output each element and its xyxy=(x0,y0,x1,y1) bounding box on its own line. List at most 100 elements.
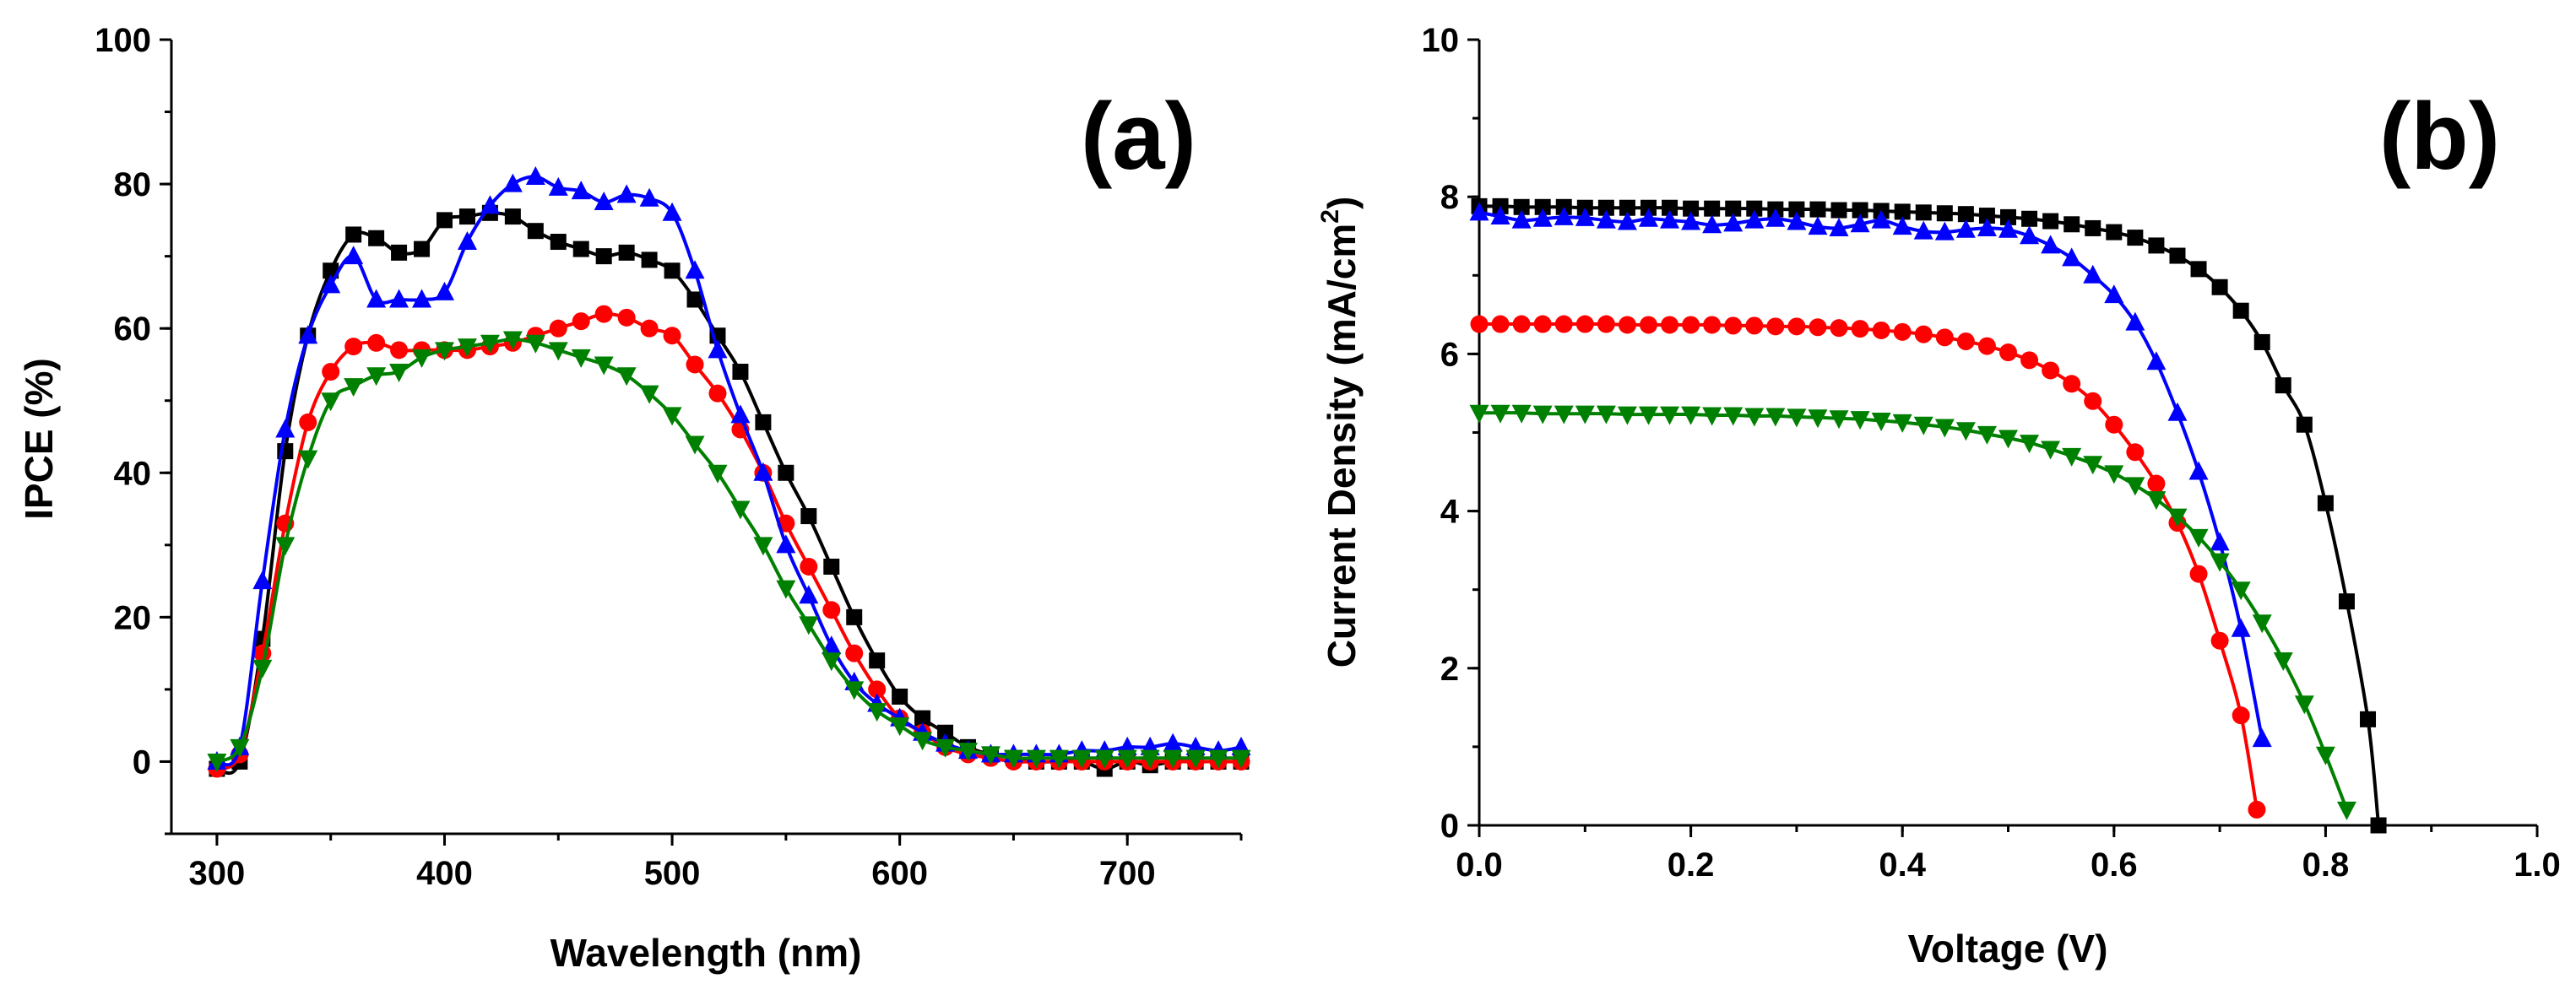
panel-a-x-axis-title: Wavelength (nm) xyxy=(550,931,862,975)
panel-b-data-point-red-circle xyxy=(1661,316,1679,334)
panel-b-data-point-green-triangle-down xyxy=(1554,405,1574,424)
panel-b-data-point-blue-triangle-up xyxy=(1955,219,1976,238)
panel-b-data-point-green-triangle-down xyxy=(1702,407,1722,426)
panel-b-data-point-black-square xyxy=(2296,416,2313,433)
panel-b-data-point-blue-triangle-up xyxy=(1998,219,2018,238)
panel-a-data-point-green-triangle-down xyxy=(1163,749,1183,769)
panel-b-data-point-red-circle xyxy=(2084,392,2102,410)
panel-a-data-point-black-square xyxy=(686,291,703,308)
panel-b-data-point-black-square xyxy=(1704,200,1721,217)
panel-a-x-tick-label: 600 xyxy=(871,855,928,892)
panel-a-data-point-red-circle xyxy=(663,327,681,345)
panel-a-data-point-green-triangle-down xyxy=(1185,749,1206,769)
panel-a-data-point-blue-triangle-up xyxy=(753,462,773,481)
panel-b-y-tick-label: 0 xyxy=(1440,808,1459,845)
panel-a-data-point-green-triangle-down xyxy=(1003,749,1023,769)
panel-b-data-point-red-circle xyxy=(2232,706,2250,725)
panel-a-data-point-red-circle xyxy=(617,308,636,327)
panel-a-data-point-black-square xyxy=(345,226,362,243)
panel-a-data-point-green-triangle-down xyxy=(890,717,910,737)
panel-a-data-point-green-triangle-down xyxy=(639,385,659,404)
panel-b-label: (b) xyxy=(2379,84,2500,189)
panel-b-data-point-green-triangle-down xyxy=(2231,581,2251,601)
panel-a-data-point-blue-triangle-up xyxy=(412,289,432,308)
panel-b-data-point-blue-triangle-up xyxy=(2231,618,2251,637)
panel-b-data-point-blue-triangle-up xyxy=(1469,202,1489,221)
panel-a-data-point-red-circle xyxy=(708,384,727,403)
panel-a-data-point-green-triangle-down xyxy=(412,349,432,368)
panel-a-series xyxy=(207,166,1251,778)
panel-b-data-point-red-circle xyxy=(2020,351,2039,370)
panel-b-data-point-green-triangle-down xyxy=(1723,407,1744,426)
panel-b-y-tick-label: 2 xyxy=(1440,651,1459,688)
panel-a-x-tick-label: 400 xyxy=(416,855,473,892)
panel-b-data-point-red-circle xyxy=(2147,474,2166,493)
panel-b-data-point-green-triangle-down xyxy=(1787,408,1807,428)
panel-a-data-point-green-triangle-down xyxy=(776,580,796,599)
panel-b-y-axis-title-sup: 2 xyxy=(1316,209,1344,224)
panel-b-data-point-green-triangle-down xyxy=(1850,411,1870,430)
panel-b-x-tick-label: 0.8 xyxy=(2302,846,2350,884)
panel-b-data-point-black-square xyxy=(2211,278,2228,295)
panel-b-data-point-red-circle xyxy=(1872,321,1890,339)
panel-b-data-point-blue-triangle-up xyxy=(1913,220,1933,240)
panel-a-data-point-green-triangle-down xyxy=(525,334,545,354)
panel-b-data-point-green-triangle-down xyxy=(1638,406,1658,425)
panel-a-data-point-green-triangle-down xyxy=(708,464,728,484)
panel-a-data-point-green-triangle-down xyxy=(685,435,705,455)
panel-a-data-point-black-square xyxy=(869,652,886,669)
panel-a-data-point-black-square xyxy=(458,208,475,225)
panel-a-data-point-blue-triangle-up xyxy=(639,187,659,207)
panel-b-data-point-black-square xyxy=(2000,208,2016,225)
panel-b-data-point-black-square xyxy=(1597,199,1614,216)
panel-a-data-point-red-circle xyxy=(800,557,818,576)
panel-b-data-point-green-triangle-down xyxy=(1934,419,1955,438)
panel-a-data-point-red-circle xyxy=(367,333,386,352)
panel-a-data-point-black-square xyxy=(572,241,589,257)
panel-a-data-point-green-triangle-down xyxy=(480,334,500,354)
panel-a-data-point-blue-triangle-up xyxy=(685,260,705,279)
panel-a-data-point-green-triangle-down xyxy=(844,681,865,700)
panel-a-data-point-green-triangle-down xyxy=(1049,749,1069,769)
panel-b-data-point-black-square xyxy=(2021,210,2038,227)
panel-b-data-point-blue-triangle-up xyxy=(1638,208,1658,227)
panel-a-data-point-red-circle xyxy=(322,363,340,381)
panel-b-data-point-green-triangle-down xyxy=(2188,528,2209,548)
panel-b-data-point-red-circle xyxy=(1470,315,1489,333)
panel-a-data-point-green-triangle-down xyxy=(822,652,842,672)
panel-b-data-point-blue-triangle-up xyxy=(1575,207,1595,226)
panel-b-data-point-red-circle xyxy=(1512,315,1531,333)
panel-b-data-point-blue-triangle-up xyxy=(1871,209,1891,229)
panel-b-data-point-blue-triangle-up xyxy=(1702,214,1722,234)
panel-b-series-line-green-triangle-down xyxy=(1479,411,2349,811)
panel-b-data-point-black-square xyxy=(1683,200,1700,217)
panel-b-data-point-black-square xyxy=(1830,202,1847,219)
panel-a-data-point-black-square xyxy=(937,724,954,741)
panel-b-data-point-black-square xyxy=(2317,495,2334,511)
panel-a-data-point-green-triangle-down xyxy=(275,537,296,556)
panel-a-data-point-green-triangle-down xyxy=(1140,749,1160,769)
panel-b-y-axis-title-main: Current Density (mA/cm xyxy=(1320,224,1364,668)
panel-a-data-point-black-square xyxy=(892,688,908,705)
panel-b-data-point-red-circle xyxy=(1745,316,1764,335)
panel-b-data-point-black-square xyxy=(1852,202,1868,219)
panel-a-data-point-blue-triangle-up xyxy=(594,191,614,210)
panel-a-data-point-green-triangle-down xyxy=(799,616,819,635)
panel-b-data-point-black-square xyxy=(2148,237,2165,254)
panel-b-data-point-red-circle xyxy=(2210,631,2229,650)
panel-a-data-point-blue-triangle-up xyxy=(799,585,819,604)
panel-a-data-point-blue-triangle-up xyxy=(366,289,387,308)
panel-b-data-point-blue-triangle-up xyxy=(2041,235,2061,254)
panel-b-data-point-blue-triangle-up xyxy=(1765,208,1786,227)
panel-b-data-point-red-circle xyxy=(1703,316,1722,334)
panel-b-data-point-blue-triangle-up xyxy=(2125,311,2145,331)
panel-a-y-tick-label: 100 xyxy=(95,22,151,59)
panel-b-data-point-black-square xyxy=(1809,201,1826,218)
panel-b-data-point-green-triangle-down xyxy=(2315,746,2335,765)
panel-b-y-tick-label: 8 xyxy=(1440,179,1459,216)
panel-a-data-point-blue-triangle-up xyxy=(616,184,637,203)
panel-b-series-line-red-circle xyxy=(1478,322,2259,810)
panel-b-data-point-red-circle xyxy=(2126,443,2145,462)
panel-a-data-point-blue-triangle-up xyxy=(822,635,842,655)
